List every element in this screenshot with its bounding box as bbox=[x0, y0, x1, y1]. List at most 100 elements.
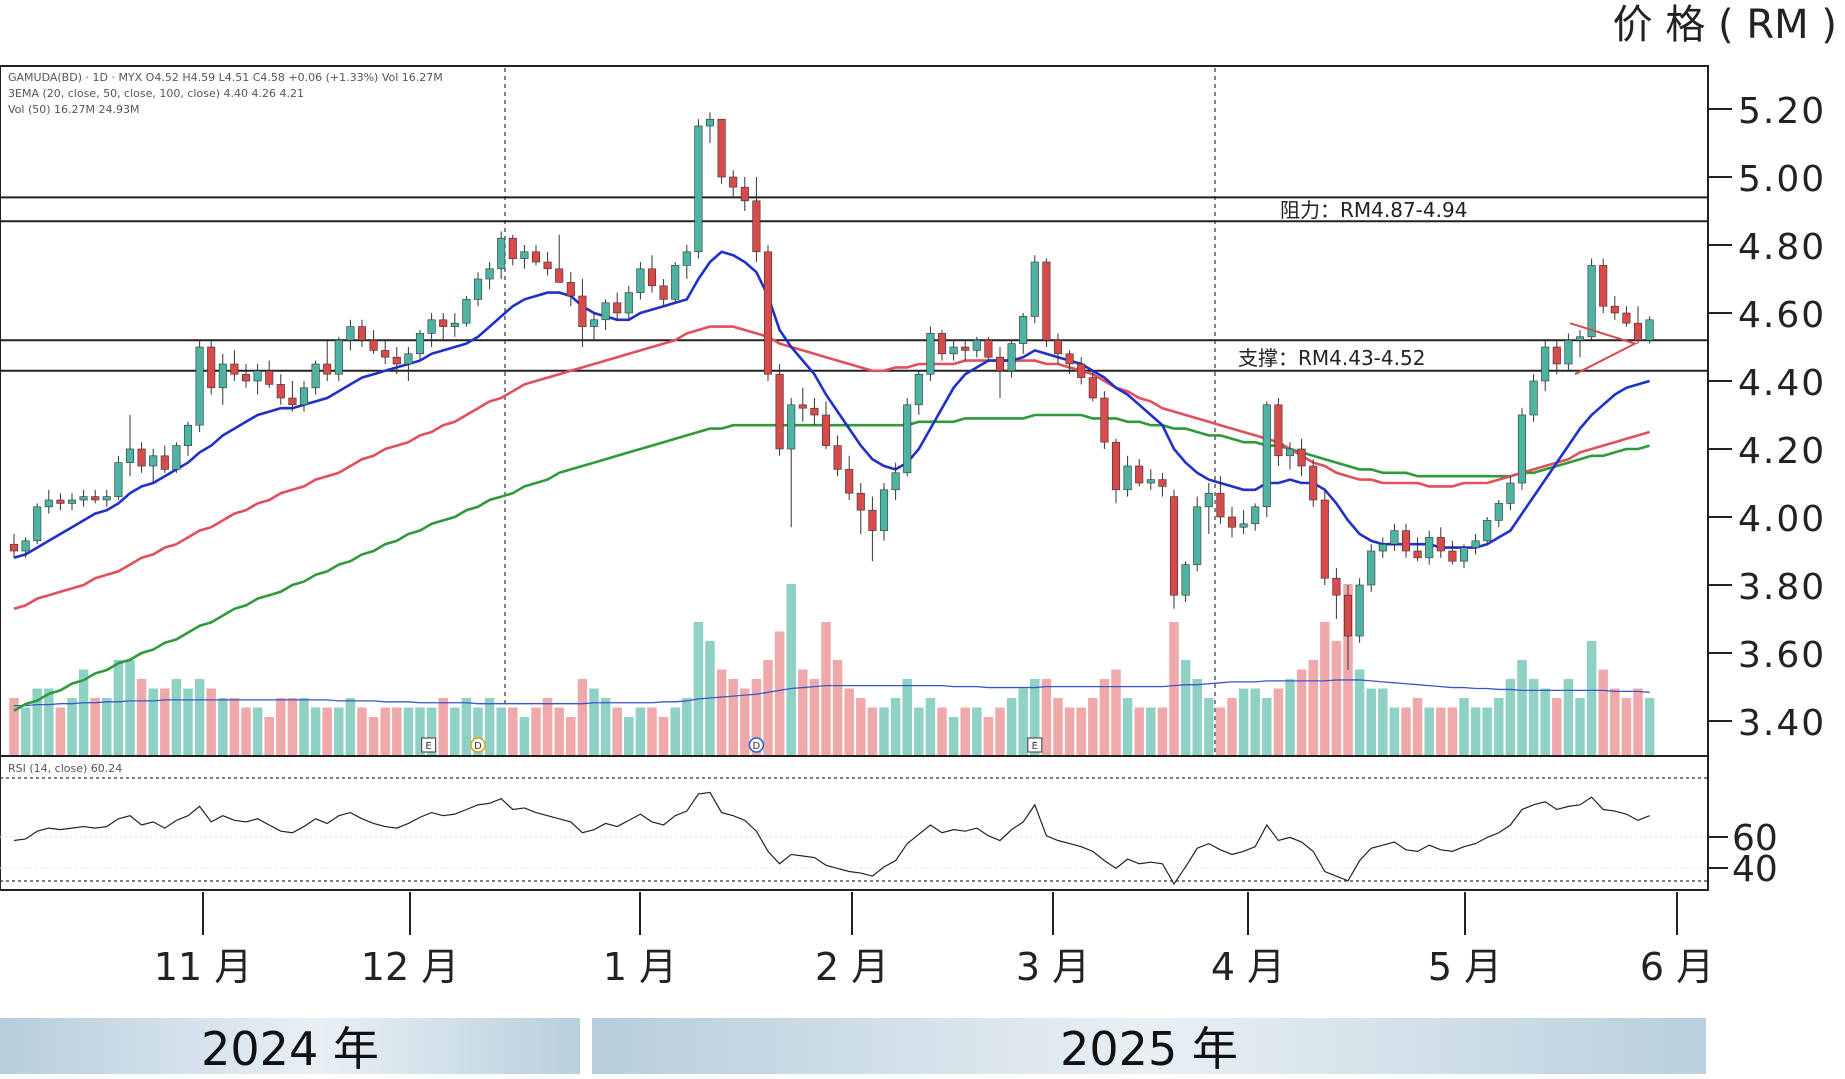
candle bbox=[995, 347, 1005, 398]
volume-bar bbox=[1459, 698, 1469, 755]
candle-body bbox=[114, 462, 123, 497]
candle-body bbox=[1007, 343, 1016, 372]
candle-body bbox=[1100, 397, 1109, 443]
candle bbox=[671, 262, 680, 303]
volume-bar bbox=[1262, 698, 1272, 755]
candle-body bbox=[520, 251, 529, 259]
candle bbox=[1030, 255, 1039, 324]
candle-body bbox=[1135, 465, 1144, 484]
candle-body bbox=[439, 319, 448, 327]
volume-bar bbox=[751, 679, 762, 755]
candle bbox=[531, 245, 541, 266]
candle bbox=[450, 313, 459, 337]
volume-bar bbox=[1006, 698, 1017, 755]
candle bbox=[1343, 585, 1353, 670]
candle-body bbox=[1158, 479, 1167, 487]
volume-bar bbox=[1540, 688, 1550, 755]
month-label: 5 月 bbox=[1428, 945, 1502, 989]
volume-bar bbox=[484, 698, 495, 755]
candle bbox=[1471, 534, 1480, 555]
candle bbox=[485, 262, 494, 290]
candle bbox=[1019, 313, 1028, 354]
candle-body bbox=[1343, 594, 1353, 637]
header-line: 3EMA (20, close, 50, close, 100, close) … bbox=[8, 87, 304, 100]
candle-body bbox=[1506, 482, 1515, 504]
candle bbox=[729, 170, 738, 198]
candle bbox=[937, 330, 947, 361]
month-label: 1 月 bbox=[603, 945, 677, 989]
candle bbox=[682, 245, 691, 279]
candle bbox=[381, 340, 390, 364]
volume-bar bbox=[1482, 707, 1492, 755]
period-separators bbox=[504, 68, 1216, 755]
candle bbox=[555, 234, 564, 283]
volume-bar bbox=[403, 707, 414, 755]
candle bbox=[299, 381, 309, 412]
price-tick-label: 4.00 bbox=[1738, 499, 1826, 540]
candle-body bbox=[531, 251, 541, 263]
price-tick-label: 5.20 bbox=[1738, 91, 1826, 132]
candle bbox=[1367, 544, 1376, 592]
volume-bar bbox=[763, 660, 773, 755]
volume-bar bbox=[334, 707, 344, 755]
volume-bar bbox=[1180, 660, 1191, 755]
candle-body bbox=[1401, 530, 1411, 552]
candle-body bbox=[914, 373, 923, 406]
candle-body bbox=[462, 299, 471, 324]
volume-bar bbox=[1366, 688, 1376, 755]
candle-body bbox=[346, 326, 355, 341]
month-label: 6 月 bbox=[1640, 945, 1714, 989]
pennant-triangle bbox=[1569, 322, 1638, 376]
volume-bar bbox=[1389, 707, 1400, 755]
candle-body bbox=[903, 404, 912, 474]
volume-bar bbox=[1041, 679, 1052, 755]
volume-bar bbox=[9, 698, 19, 755]
volume-bar bbox=[368, 717, 379, 755]
volume-bar bbox=[380, 707, 390, 755]
candle bbox=[1541, 340, 1550, 392]
volume-bar bbox=[519, 717, 530, 755]
volume-bar bbox=[960, 707, 970, 755]
volume-bar bbox=[1076, 707, 1086, 755]
candle bbox=[33, 503, 42, 545]
candle-body bbox=[879, 489, 889, 531]
candle bbox=[926, 326, 935, 381]
candle-body bbox=[1645, 319, 1654, 341]
volume-bar bbox=[821, 622, 831, 755]
candle-body bbox=[891, 472, 900, 491]
candle bbox=[578, 279, 587, 347]
candle bbox=[1645, 316, 1654, 344]
volume-bar bbox=[786, 584, 796, 755]
candle bbox=[705, 112, 715, 143]
candle-body bbox=[589, 319, 599, 327]
candle-body bbox=[1425, 537, 1434, 559]
volume-bar bbox=[299, 698, 309, 755]
rsi-title: RSI (14, close) 60.24 bbox=[8, 762, 122, 775]
volume-bar bbox=[890, 698, 901, 755]
candle bbox=[1135, 459, 1144, 487]
marker-shape bbox=[421, 737, 437, 753]
candle bbox=[1575, 330, 1585, 358]
candle-body bbox=[33, 506, 42, 542]
candle-body bbox=[740, 186, 749, 202]
candle bbox=[1169, 489, 1179, 609]
candle bbox=[1320, 489, 1329, 585]
volume-bar bbox=[624, 717, 634, 755]
candle-body bbox=[961, 346, 970, 351]
volume-bar bbox=[1064, 707, 1075, 755]
volume-bar bbox=[1204, 698, 1214, 755]
candle-body bbox=[1564, 339, 1573, 365]
candle bbox=[91, 489, 100, 504]
candle bbox=[1077, 357, 1086, 385]
candle bbox=[149, 449, 158, 483]
candle bbox=[961, 340, 970, 361]
volume-bar bbox=[1088, 698, 1098, 755]
volume-bar bbox=[914, 707, 924, 755]
candle-body bbox=[810, 407, 819, 416]
candle-body bbox=[1413, 550, 1422, 559]
candle-body bbox=[21, 540, 30, 552]
candle bbox=[183, 421, 193, 456]
volume-bar bbox=[902, 679, 912, 755]
candle-body bbox=[601, 302, 610, 321]
ema50-line bbox=[13, 325, 1650, 611]
